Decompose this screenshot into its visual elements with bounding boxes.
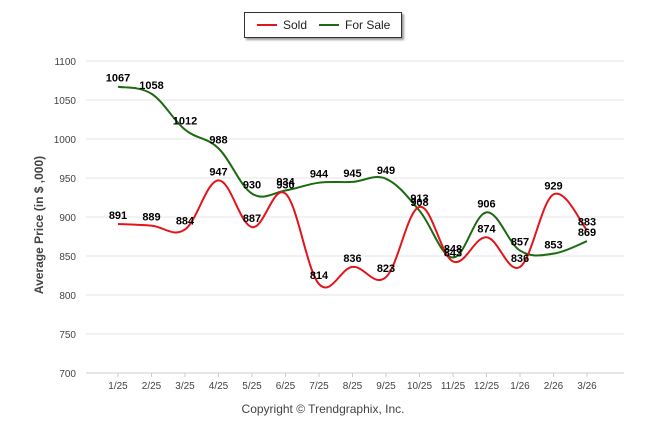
legend-item-sold[interactable]: Sold <box>257 18 307 32</box>
for-sale-data-label: 934 <box>276 176 295 188</box>
x-tick-label: 12/25 <box>474 381 499 392</box>
copyright: Copyright © Trendgraphix, Inc. <box>241 402 405 416</box>
sold-data-label: 823 <box>377 263 395 275</box>
y-tick-label: 950 <box>59 174 76 185</box>
for-sale-data-label: 930 <box>243 180 261 192</box>
for-sale-data-label: 945 <box>343 168 361 180</box>
y-tick-label: 850 <box>59 252 76 263</box>
y-tick-label: 1100 <box>54 57 76 68</box>
x-tick-label: 3/25 <box>175 381 195 392</box>
x-axis-ticks: 1/25 2/25 3/25 4/25 5/25 6/25 7/25 8/25 9/25 10/2… <box>108 373 597 392</box>
for-sale-data-label: 949 <box>377 165 395 177</box>
y-tick-label: 1050 <box>54 96 77 107</box>
for-sale-data-label: 908 <box>410 197 428 209</box>
x-tick-label: 1/26 <box>510 381 530 392</box>
sold-data-label: 884 <box>176 215 195 227</box>
y-tick-label: 1000 <box>54 135 77 146</box>
x-tick-label: 5/25 <box>242 381 262 392</box>
sold-data-label: 836 <box>343 253 361 265</box>
legend: Sold For Sale <box>244 12 402 38</box>
x-tick-label: 4/25 <box>209 381 229 392</box>
y-axis-label: Average Price (in $ ,000) <box>32 155 46 295</box>
y-tick-label: 800 <box>59 291 76 302</box>
sold-data-label: 889 <box>142 212 160 224</box>
for-sale-data-label: 1012 <box>173 116 197 128</box>
for-sale-data-label: 1067 <box>106 73 130 85</box>
for-sale-data-label: 944 <box>310 169 329 181</box>
y-axis-ticks: 700 750 800 850 900 950 1000 1050 1100 <box>54 57 77 380</box>
for-sale-data-label: 906 <box>477 198 495 210</box>
x-tick-label: 6/25 <box>276 381 296 392</box>
x-tick-label: 7/25 <box>309 381 329 392</box>
sold-data-label: 843 <box>444 247 462 259</box>
gridlines <box>86 60 624 374</box>
sold-data-label: 836 <box>511 253 529 265</box>
x-tick-label: 9/25 <box>376 381 396 392</box>
legend-label-for-sale: For Sale <box>345 18 391 32</box>
for-sale-data-label: 988 <box>209 134 227 146</box>
x-tick-label: 2/25 <box>142 381 162 392</box>
for-sale-data-label: 857 <box>511 237 529 249</box>
data-labels: 891 889 884 947 887 930 814 836 823 913 843 874 836 9… <box>106 73 596 282</box>
sold-data-label: 913 <box>410 193 428 205</box>
sold-data-label: 874 <box>477 223 496 235</box>
sold-data-label: 891 <box>109 210 127 222</box>
sold-data-label: 929 <box>544 180 562 192</box>
x-tick-label: 1/25 <box>108 381 128 392</box>
x-tick-label: 3/26 <box>577 381 597 392</box>
x-tick-label: 11/25 <box>441 381 466 392</box>
sold-data-label: 887 <box>243 213 261 225</box>
sold-data-label: 947 <box>209 166 227 178</box>
y-tick-label: 900 <box>59 213 76 224</box>
sold-swatch-icon <box>257 24 277 26</box>
for-sale-data-label: 853 <box>544 240 562 252</box>
y-tick-label: 700 <box>59 369 76 380</box>
legend-item-for-sale[interactable]: For Sale <box>319 18 390 32</box>
x-tick-label: 2/26 <box>544 381 564 392</box>
for-sale-data-label: 869 <box>578 227 596 239</box>
sold-data-label: 883 <box>578 216 596 228</box>
sold-data-label: 814 <box>310 270 329 282</box>
for-sale-swatch-icon <box>319 24 339 26</box>
x-tick-label: 8/25 <box>343 381 363 392</box>
y-tick-label: 750 <box>59 330 76 341</box>
series-lines <box>117 85 588 289</box>
sold-data-label: 930 <box>276 180 294 192</box>
for-sale-data-label: 848 <box>444 244 462 256</box>
sold-series-line <box>117 179 588 289</box>
x-tick-label: 10/25 <box>407 381 432 392</box>
for-sale-data-label: 1058 <box>139 80 163 92</box>
legend-label-sold: Sold <box>283 18 308 32</box>
